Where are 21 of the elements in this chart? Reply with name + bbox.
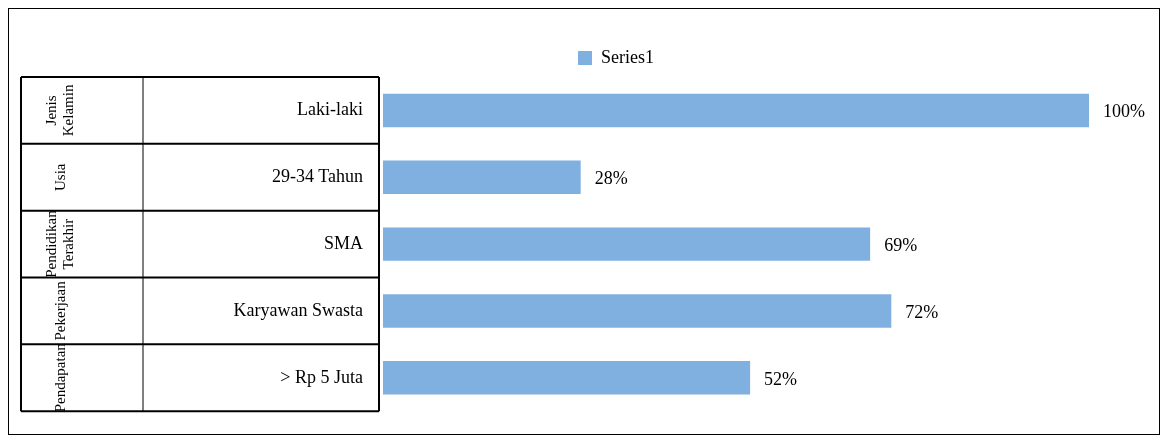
bar (383, 160, 581, 194)
data-label: 69% (884, 234, 918, 255)
y-tick-label: SMA (323, 232, 363, 253)
y-tick-label: Laki-laki (297, 99, 363, 120)
y-tick-label: > Rp 5 Juta (280, 366, 364, 387)
bar (383, 294, 892, 328)
text: Pendidikan Terakhir (43, 209, 77, 278)
text: Pendapatan (51, 342, 68, 413)
text: Jenis Kelamin (43, 84, 77, 137)
data-label: 28% (594, 167, 628, 188)
y-tick-label: 29-34 Tahun (272, 165, 363, 186)
legend-label: Series1 (601, 46, 655, 67)
bar (383, 227, 871, 261)
bar (383, 93, 1089, 128)
text: Pekerjaan (51, 280, 68, 341)
data-label: 52% (764, 368, 798, 389)
data-label: 100% (1103, 101, 1145, 122)
text: Usia (51, 163, 68, 192)
data-label: 72% (905, 301, 939, 322)
bar (383, 361, 751, 395)
y-tick-label: Karyawan Swasta (233, 299, 363, 320)
